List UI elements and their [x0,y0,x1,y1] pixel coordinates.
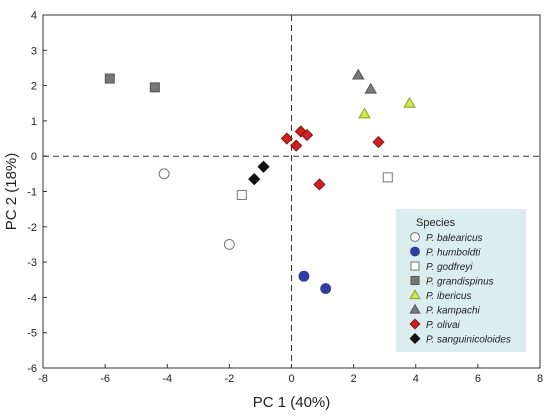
data-point [149,82,160,93]
x-tick-label: -8 [38,373,48,385]
data-point [372,135,385,149]
x-tick-label: 0 [288,373,294,385]
legend-items: P. balearicus P. humboldti P. godfreyi P. g… [409,232,511,346]
y-tick-label: -4 [27,292,37,304]
y-axis-ticks: -6 -5 -4 -3 -2 -1 0 1 2 3 4 [27,10,47,375]
y-tick-label: 0 [31,151,37,163]
x-tick-label: -6 [100,373,110,385]
data-point [382,172,393,183]
legend-label: P. godfreyi [426,262,473,273]
reference-lines [43,15,540,368]
data-point [104,73,115,84]
data-point [158,168,170,180]
y-tick-label: -2 [27,222,37,234]
data-points [104,68,416,295]
data-point [236,190,247,201]
data-point [280,132,293,145]
data-point [298,270,310,282]
y-tick-label: 2 [31,81,37,93]
y-tick-label: 3 [31,45,37,57]
data-point [223,239,235,250]
x-tick-label: 8 [537,373,543,385]
legend-label: P. balearicus [426,233,483,244]
legend-label: P. grandispinus [426,277,494,288]
y-tick-label: -3 [27,257,37,269]
legend-marker [410,261,420,271]
legend-label: P. ibericus [426,291,471,302]
data-point [290,139,303,152]
y-tick-label: 1 [31,116,37,128]
data-point [320,283,332,295]
y-tick-label: -1 [27,187,37,199]
legend-label: P. humboldti [426,248,481,259]
legend-label: P. olivai [426,320,461,331]
data-point [358,107,371,119]
data-point [248,173,261,186]
legend-marker [409,332,421,345]
y-tick-label: -6 [27,363,37,375]
legend-marker [409,289,421,300]
data-point [313,178,326,191]
legend-marker [410,232,420,242]
x-axis-label: PC 1 (40%) [253,394,331,411]
data-point [300,128,314,142]
x-tick-label: 4 [413,373,419,385]
legend-title: Species [416,217,456,229]
x-tick-label: -2 [224,373,234,385]
x-axis-ticks: -8 -6 -4 -2 0 2 4 6 8 [38,364,543,385]
legend: Species P. balearicus P. humboldti P. godf… [396,209,526,352]
x-tick-label: 6 [475,373,481,385]
legend-marker [410,276,420,285]
data-point [352,68,365,80]
legend-marker [409,303,421,314]
y-axis-label: PC 2 (18%) [3,153,20,231]
legend-label: P. sanguinicoloides [426,335,511,346]
x-tick-label: -4 [162,373,172,385]
legend-marker [410,246,420,257]
data-point [257,160,270,173]
y-tick-label: 4 [31,10,37,22]
legend-marker [409,318,421,330]
data-point [364,82,377,94]
legend-label: P. kampachi [426,306,481,317]
data-point [403,96,416,108]
y-tick-label: -5 [27,328,37,340]
x-tick-label: 2 [351,373,357,385]
